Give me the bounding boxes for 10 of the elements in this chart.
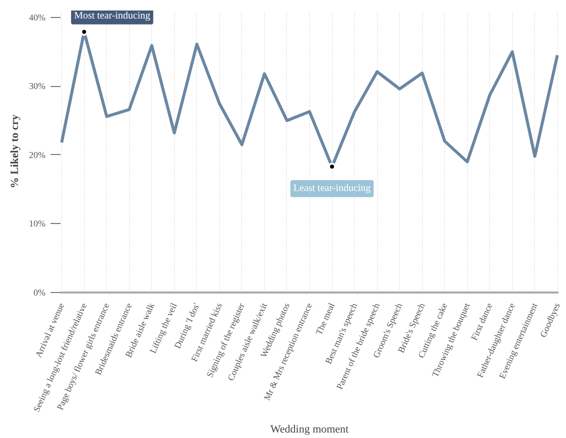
annotation: Least tear-inducing	[293, 183, 371, 194]
y-tick-label: 10%	[29, 218, 46, 229]
y-axis-title: % Likely to cry	[9, 114, 22, 188]
y-tick-label: 20%	[29, 150, 46, 160]
y-tick-label: 40%	[29, 12, 46, 22]
annotation: Most tear-inducing	[74, 10, 150, 22]
x-axis-title: Wedding moment	[270, 423, 349, 436]
y-tick-label: 0%	[34, 288, 46, 298]
y-tick-label: 30%	[29, 81, 46, 92]
x-tick-label: The meal	[314, 301, 337, 336]
